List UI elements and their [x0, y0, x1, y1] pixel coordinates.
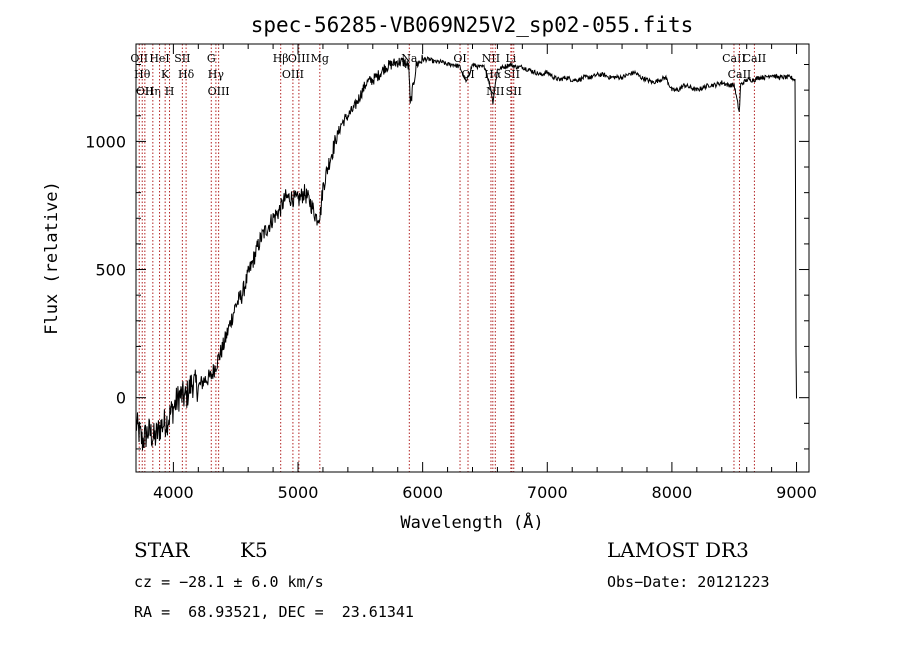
coordinates-text: RA = 68.93521, DEC = 23.61341	[134, 603, 414, 621]
x-tick-label: 4000	[153, 483, 194, 502]
redshift-text: cz = −28.1 ± 6.0 km/s	[134, 573, 324, 591]
marker-label: H	[165, 85, 175, 98]
marker-label: OIII	[288, 52, 310, 65]
plot-frame	[135, 43, 810, 473]
x-tick-label: 9000	[776, 483, 817, 502]
chart-title: spec-56285-VB069N25V2_sp02-055.fits	[251, 13, 694, 37]
marker-label: HeI	[149, 52, 169, 65]
x-tick-label: 6000	[402, 483, 443, 502]
marker-label: G	[207, 52, 216, 65]
x-tick-label: 8000	[652, 483, 693, 502]
marker-label: Hβ	[273, 52, 289, 65]
subclass-label: K5	[240, 538, 268, 562]
spectrum-line	[135, 54, 797, 451]
marker-label: Hη	[145, 85, 161, 98]
marker-label: OII	[130, 52, 148, 65]
class-label: STAR	[134, 538, 190, 562]
marker-label: Hγ	[208, 68, 225, 81]
marker-label: SII	[174, 52, 190, 65]
x-tick-label: 5000	[278, 483, 319, 502]
marker-label: Li	[505, 52, 516, 65]
marker-label: SII	[504, 68, 520, 81]
x-axis-label: Wavelength (Å)	[400, 511, 543, 533]
marker-label: OIII	[282, 68, 304, 81]
marker-label: K	[161, 68, 170, 81]
marker-label: Hδ	[178, 68, 195, 81]
marker-label: CaII	[728, 68, 752, 81]
y-tick-label: 1000	[85, 132, 126, 151]
marker-label: CaII	[743, 52, 767, 65]
marker-label: Mg	[311, 52, 329, 65]
marker-label: NII	[482, 52, 500, 65]
x-tick-label: 7000	[527, 483, 568, 502]
axis-ticks: 4000 5000 6000 7000 8000 9000 0 500 1000	[85, 44, 817, 502]
obs-date-text: Obs−Date: 20121223	[607, 573, 770, 591]
marker-label: Hθ	[134, 68, 151, 81]
y-tick-label: 500	[95, 261, 126, 280]
marker-label: OIII	[208, 85, 230, 98]
marker-label: OII	[136, 85, 154, 98]
marker-label: OI	[453, 52, 466, 65]
survey-label: LAMOST DR3	[607, 538, 749, 562]
y-tick-label: 0	[116, 389, 126, 408]
marker-label: SII	[506, 85, 522, 98]
y-axis-label: Flux (relative)	[42, 181, 62, 335]
